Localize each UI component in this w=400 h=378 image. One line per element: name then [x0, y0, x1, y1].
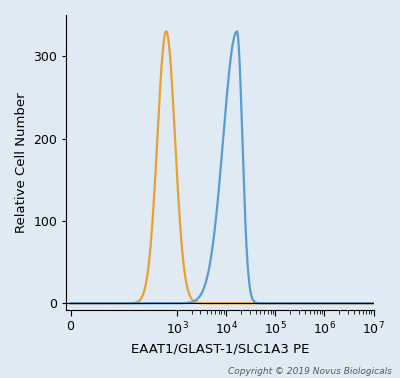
Y-axis label: Relative Cell Number: Relative Cell Number	[15, 92, 28, 233]
Text: Copyright © 2019 Novus Biologicals: Copyright © 2019 Novus Biologicals	[228, 367, 392, 376]
X-axis label: EAAT1/GLAST-1/SLC1A3 PE: EAAT1/GLAST-1/SLC1A3 PE	[131, 342, 309, 355]
